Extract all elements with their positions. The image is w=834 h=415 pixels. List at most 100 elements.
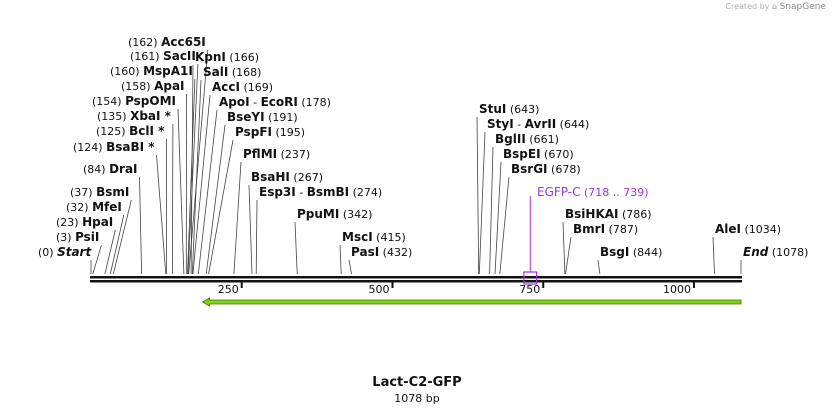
- site-name: ApaI: [154, 79, 184, 93]
- site-apai[interactable]: (158) ApaI: [121, 79, 185, 93]
- site-esp3i[interactable]: Esp3I - BsmBI (274): [259, 185, 382, 199]
- site-label-text: (162) Acc65I: [128, 35, 206, 49]
- site-position: (32): [66, 201, 92, 214]
- site-name: Esp3I: [259, 185, 296, 199]
- dna-backbone: [90, 276, 742, 283]
- site-acci[interactable]: AccI (169): [212, 80, 273, 94]
- site-name: BsiHKAI: [565, 207, 619, 221]
- site-kpni[interactable]: KpnI (166): [195, 50, 259, 64]
- site-name: MspA1I: [143, 64, 193, 78]
- site-bsihkai[interactable]: BsiHKAI (786): [565, 207, 652, 221]
- site-pasi[interactable]: PasI (432): [351, 245, 412, 259]
- site-position: (432): [379, 246, 412, 259]
- site-drai[interactable]: (84) DraI: [83, 162, 138, 176]
- site-position: (160): [110, 65, 143, 78]
- site-name: KpnI: [195, 50, 226, 64]
- site-position: (1034): [741, 223, 781, 236]
- site-stui[interactable]: StuI (643): [479, 102, 539, 116]
- tick-250: 250: [218, 281, 243, 296]
- site-leader-line: [294, 221, 298, 275]
- site-hpai[interactable]: (23) HpaI: [56, 215, 113, 229]
- site-mfei[interactable]: (32) MfeI: [66, 200, 122, 214]
- site-name-secondary: EcoRI: [261, 95, 298, 109]
- site-leader-line: [187, 78, 196, 275]
- site-label-text: PasI (432): [351, 245, 412, 259]
- site-name-secondary: AvrII: [525, 117, 557, 131]
- feature-egfp-c[interactable]: EGFP-C (718 .. 739): [523, 185, 649, 285]
- site-label-text: AccI (169): [212, 80, 273, 94]
- site-name: BsmI: [96, 185, 129, 199]
- site-label-text: (3) PsiI: [56, 230, 99, 244]
- site-name: PspOMI: [125, 94, 176, 108]
- site-name: BseYI: [227, 110, 265, 124]
- watermark-brand: SnapGene: [779, 2, 826, 12]
- site-label-text: MscI (415): [342, 230, 406, 244]
- site-name: BsgI: [600, 245, 629, 259]
- site-pspfi[interactable]: PspFI (195): [235, 125, 305, 139]
- site-name: BspEI: [503, 147, 541, 161]
- site-label-text: AleI (1034): [715, 222, 781, 236]
- site-bspei[interactable]: BspEI (670): [503, 147, 574, 161]
- site-pflmi[interactable]: PflMI (237): [243, 147, 310, 161]
- site-position: (661): [526, 133, 559, 146]
- site-pspomi[interactable]: (154) PspOMI: [92, 94, 176, 108]
- site-bcli[interactable]: (125) BclI *: [96, 124, 165, 138]
- site-acc65i[interactable]: (162) Acc65I: [128, 35, 206, 49]
- site-sacii[interactable]: (161) SacII: [130, 49, 196, 63]
- site-position: (166): [226, 51, 259, 64]
- map-length: 1078 bp: [394, 392, 440, 405]
- orf-arrow-shape: [201, 297, 742, 307]
- site-separator: -: [514, 118, 525, 131]
- feature-name: EGFP-C: [537, 185, 580, 199]
- site-name: BclI *: [129, 124, 165, 138]
- site-position: (415): [373, 231, 406, 244]
- site-bseyi[interactable]: BseYI (191): [227, 110, 298, 124]
- site-name: BmrI: [573, 222, 605, 236]
- tick-label: 750: [519, 283, 540, 296]
- site-bsgi[interactable]: BsgI (844): [600, 245, 662, 259]
- site-label-text: (37) BsmI: [70, 185, 129, 199]
- site-bsrgi[interactable]: BsrGI (678): [511, 162, 581, 176]
- tick-1000: 1000: [663, 281, 695, 296]
- site-name: StyI: [487, 117, 514, 131]
- tick-label: 500: [368, 283, 389, 296]
- feature-range: (718 .. 739): [580, 186, 648, 199]
- site-position: (787): [605, 223, 638, 236]
- site-msci[interactable]: MscI (415): [342, 230, 406, 244]
- map-title: Lact-C2-GFP: [372, 375, 462, 390]
- site-bsmi[interactable]: (37) BsmI: [70, 185, 129, 199]
- backbone-top-strand: [90, 276, 742, 279]
- site-apoi[interactable]: ApoI - EcoRI (178): [219, 95, 331, 109]
- site-bsahi[interactable]: BsaHI (267): [251, 170, 323, 184]
- site-label-text: BsaHI (267): [251, 170, 323, 184]
- site-ppumi[interactable]: PpuMI (342): [297, 207, 372, 221]
- site-xbai[interactable]: (135) XbaI *: [97, 109, 172, 123]
- site-label-text: (160) MspA1I: [110, 64, 193, 78]
- site-name: End: [743, 245, 769, 259]
- site-styi[interactable]: StyI - AvrII (644): [487, 117, 589, 131]
- site-position: (644): [556, 118, 589, 131]
- site-mspa1i[interactable]: (160) MspA1I: [110, 64, 193, 78]
- site-leader-line: [197, 109, 218, 275]
- site-psii[interactable]: (3) PsiI: [56, 230, 99, 244]
- site-label-text: (154) PspOMI: [92, 94, 176, 108]
- tick-mark: [240, 281, 243, 288]
- site-bsabi[interactable]: (124) BsaBI *: [73, 140, 155, 154]
- site-start[interactable]: (0) Start: [38, 245, 92, 259]
- site-leader-line: [565, 236, 572, 275]
- site-name: ApoI: [219, 95, 250, 109]
- site-label-text: BseYI (191): [227, 110, 298, 124]
- orf-arrow[interactable]: [201, 297, 742, 307]
- site-position: (643): [506, 103, 539, 116]
- site-leader-line: [190, 64, 194, 275]
- site-end[interactable]: End (1078): [743, 245, 808, 259]
- site-position: (158): [121, 80, 154, 93]
- tick-label: 250: [218, 283, 239, 296]
- site-sali[interactable]: SalI (168): [203, 65, 261, 79]
- snapgene-logo-icon: ⌂: [771, 2, 778, 11]
- site-bglii[interactable]: BglII (661): [495, 132, 559, 146]
- site-bmri[interactable]: BmrI (787): [573, 222, 638, 236]
- site-leader-line: [156, 154, 167, 275]
- site-alei[interactable]: AleI (1034): [715, 222, 781, 236]
- site-position: (844): [629, 246, 662, 259]
